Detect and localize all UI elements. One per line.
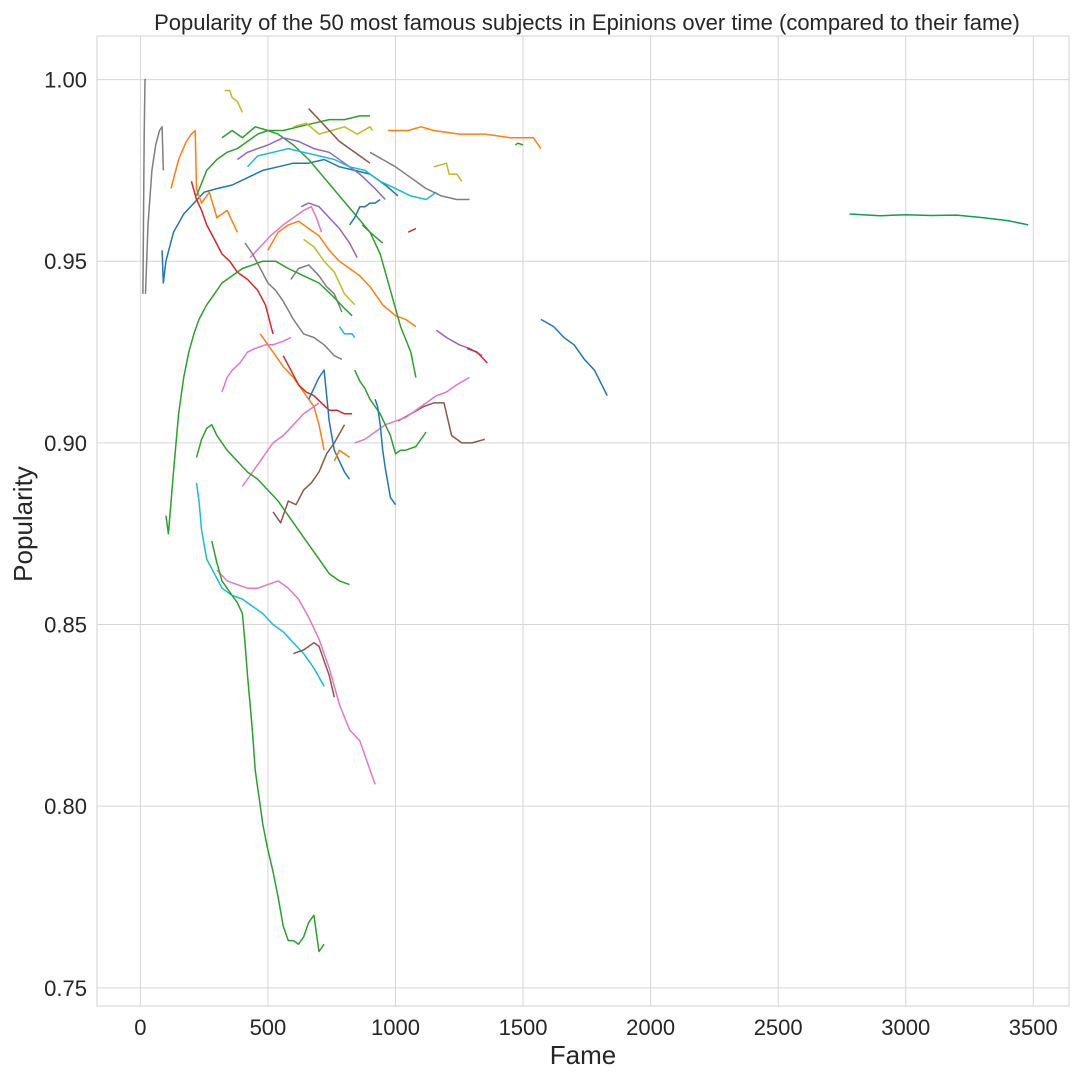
series-line-14 <box>190 181 274 335</box>
series-line-5 <box>433 162 463 182</box>
series-line-15 <box>195 129 384 244</box>
series-line-18 <box>293 122 374 135</box>
series-line-38 <box>308 369 351 480</box>
series-line-16 <box>224 89 244 113</box>
series-line-13 <box>170 129 238 233</box>
x-tick-label: 2500 <box>754 1015 803 1040</box>
series-line-12 <box>161 158 399 284</box>
series-line-6 <box>407 227 417 233</box>
series-line-8 <box>466 347 488 364</box>
series-line-44 <box>195 482 325 687</box>
x-axis-ticks: 0 500 1000 1500 2000 2500 3000 3500 <box>134 1015 1058 1040</box>
x-tick-label: 2000 <box>626 1015 675 1040</box>
series-line-2 <box>540 318 608 397</box>
series-line-28 <box>348 198 381 226</box>
series-line-31 <box>244 242 343 360</box>
series-line-39 <box>333 449 351 462</box>
series-line-42 <box>272 424 346 524</box>
series-line-29 <box>165 260 353 535</box>
y-tick-label: 0.75 <box>44 976 87 1001</box>
x-tick-label: 1000 <box>371 1015 420 1040</box>
series-line-35 <box>221 336 292 393</box>
series-line-46 <box>293 641 336 698</box>
y-tick-label: 1.00 <box>44 68 87 93</box>
series-line-33 <box>282 355 353 415</box>
series-line-24 <box>249 205 323 259</box>
series-line-34 <box>338 326 356 338</box>
y-tick-label: 0.95 <box>44 249 87 274</box>
series-line-17 <box>221 115 370 139</box>
x-axis-label: Fame <box>550 1040 616 1070</box>
series-line-47 <box>211 540 325 953</box>
series-line-11 <box>144 126 165 294</box>
y-axis-label: Popularity <box>8 466 38 582</box>
series-line-32 <box>259 333 325 451</box>
y-tick-label: 0.85 <box>44 613 87 638</box>
x-tick-label: 500 <box>250 1015 287 1040</box>
series-line-23 <box>300 202 358 258</box>
series-line-19 <box>308 108 371 164</box>
chart-title: Popularity of the 50 most famous subject… <box>154 10 1020 35</box>
series-line-26 <box>303 238 356 306</box>
grid <box>97 36 1069 1006</box>
y-axis-ticks: 0.75 0.80 0.85 0.90 0.95 1.00 <box>44 68 87 1001</box>
series-line-25 <box>267 220 417 328</box>
series-line-40 <box>354 369 427 455</box>
series-line-30 <box>361 224 417 378</box>
series-line-43 <box>195 423 350 586</box>
series-line-22 <box>369 151 470 201</box>
series-line-20 <box>236 136 386 201</box>
series-line-1 <box>849 213 1029 226</box>
series-line-36 <box>241 402 320 487</box>
series-line-41 <box>374 399 397 506</box>
series-line-37 <box>354 376 470 444</box>
series-line-4 <box>514 142 524 146</box>
y-tick-label: 0.80 <box>44 794 87 819</box>
x-tick-label: 1500 <box>499 1015 548 1040</box>
plot-area-frame <box>96 35 1070 1007</box>
x-tick-label: 3500 <box>1009 1015 1058 1040</box>
series-line-27 <box>290 264 343 313</box>
y-tick-label: 0.90 <box>44 431 87 456</box>
series-line-10 <box>142 78 146 294</box>
series-layer <box>142 78 1029 953</box>
series-line-21 <box>246 147 437 201</box>
x-tick-label: 0 <box>134 1015 146 1040</box>
x-tick-label: 3000 <box>881 1015 930 1040</box>
series-line-3 <box>387 126 542 150</box>
series-line-45 <box>216 569 376 785</box>
